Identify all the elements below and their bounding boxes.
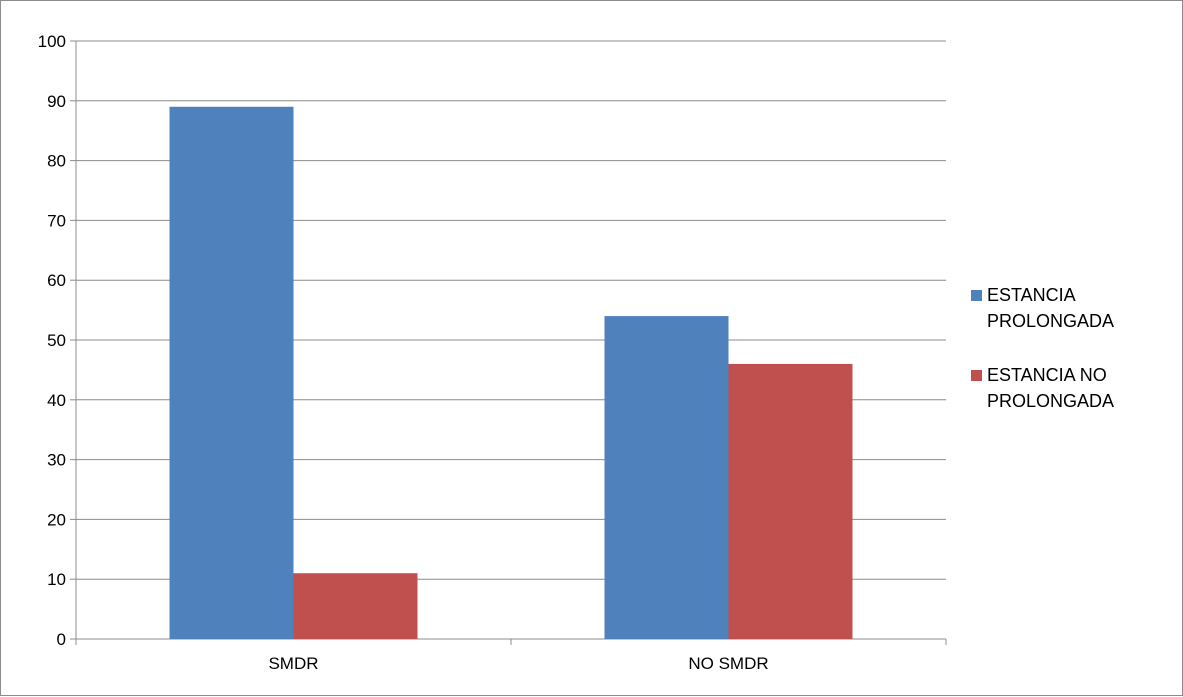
y-tick-label: 80 [47, 152, 66, 171]
tick-labels: 0 10 20 30 40 50 60 70 80 90 100 SMDR NO SMDR [38, 32, 769, 673]
y-tick-label: 0 [57, 630, 66, 649]
bar-no-smdr-estancia-no-prolongada [728, 363, 853, 639]
legend-label: PROLONGADA [987, 391, 1114, 411]
x-tick-label: NO SMDR [688, 654, 768, 673]
legend: ESTANCIA PROLONGADA ESTANCIA NO PROLONGADA [971, 285, 1114, 411]
legend-swatch [971, 370, 982, 381]
y-tick-label: 90 [47, 92, 66, 111]
y-tick-label: 50 [47, 331, 66, 350]
legend-label: PROLONGADA [987, 311, 1114, 331]
bar-no-smdr-estancia-prolongada [604, 316, 729, 639]
bars [169, 106, 853, 639]
y-tick-label: 20 [47, 510, 66, 529]
bar-smdr-estancia-no-prolongada [293, 573, 418, 639]
y-tick-label: 40 [47, 391, 66, 410]
y-tick-label: 100 [38, 32, 66, 51]
y-tick-label: 70 [47, 211, 66, 230]
y-tick-label: 30 [47, 451, 66, 470]
x-tick-label: SMDR [268, 654, 318, 673]
legend-swatch [971, 290, 982, 301]
legend-label: ESTANCIA NO [987, 365, 1107, 385]
bar-smdr-estancia-prolongada [169, 106, 294, 639]
legend-label: ESTANCIA [987, 285, 1076, 305]
y-tick-label: 10 [47, 570, 66, 589]
y-tick-label: 60 [47, 271, 66, 290]
